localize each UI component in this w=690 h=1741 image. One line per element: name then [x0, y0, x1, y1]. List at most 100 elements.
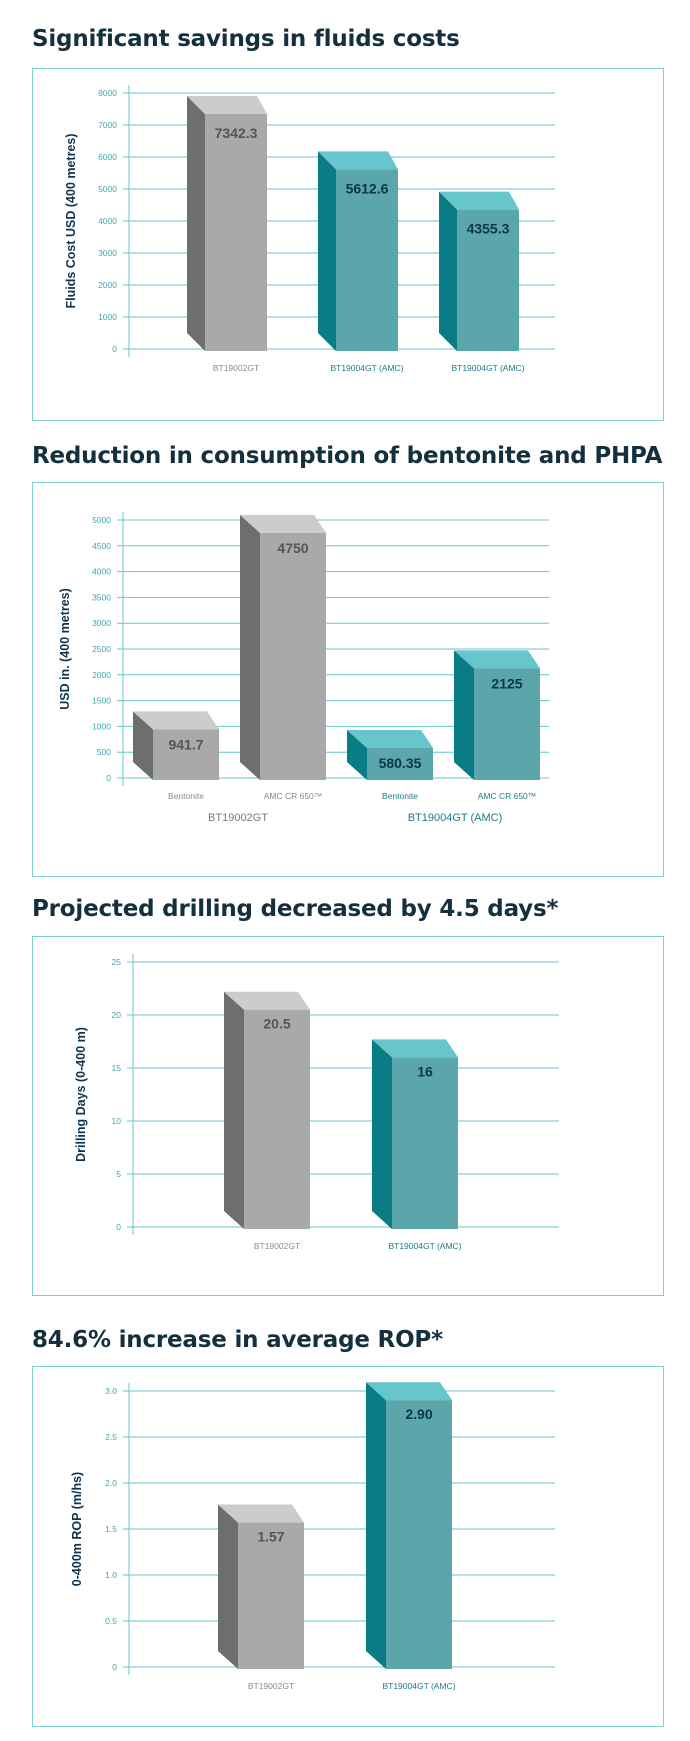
bar-top-face	[366, 1382, 452, 1401]
section-title-rop: 84.6% increase in average ROP*	[32, 1327, 443, 1353]
bar-value-label: 4355.3	[467, 221, 510, 237]
y-tick-label: 0	[106, 773, 111, 783]
rop-chart: 0 0.5 1.0 1.5 2.0 2.5 3.0 0-400m ROP (m/hs) 1.57…	[70, 1382, 555, 1691]
y-tick-label: 0	[116, 1222, 121, 1232]
bar-top-face	[240, 514, 326, 533]
x-category-label: Bentonite	[382, 791, 418, 801]
bar-top-face	[133, 711, 219, 730]
bar-front-face	[153, 729, 219, 780]
y-tick-label: 25	[112, 957, 122, 967]
x-group-label: BT19002GT	[208, 812, 268, 824]
bar-front-face	[386, 1400, 452, 1669]
bar-side-face	[366, 1382, 386, 1669]
y-tick-label: 3000	[92, 618, 111, 628]
bar-side-face	[218, 1504, 238, 1669]
y-tick-label: 2000	[98, 280, 117, 290]
bar-top-face	[454, 650, 540, 669]
chart-frame-drilling-days: 0 5 10 15 20 25 Drilling Days (0-400 m) 20.5 BT1…	[32, 936, 664, 1296]
section-title-drilling-days: Projected drilling decreased by 4.5 days…	[32, 896, 559, 922]
bar-1	[318, 151, 398, 351]
x-category-label: AMC CR 650™	[478, 791, 537, 801]
bar-front-face	[260, 532, 326, 780]
y-tick-label: 3000	[98, 248, 117, 258]
y-tick-label: 20	[112, 1010, 122, 1020]
y-tick-label: 1000	[92, 721, 111, 731]
y-tick-label: 1500	[92, 696, 111, 706]
bar-top-face	[187, 96, 267, 115]
x-category-label: AMC CR 650™	[264, 791, 323, 801]
bar-value-label: 20.5	[263, 1016, 290, 1032]
y-axis-title: Drilling Days (0-400 m)	[74, 1027, 88, 1162]
y-tick-label: 4500	[92, 541, 111, 551]
fluids-cost-chart: 0 1000 2000 3000 4000 5000 6000 7000 8000 Fluids …	[64, 85, 555, 373]
y-tick-label: 7000	[98, 120, 117, 130]
bar-3	[454, 650, 540, 780]
y-tick-label: 500	[97, 747, 111, 757]
bar-side-face	[240, 514, 260, 780]
bar-side-face	[318, 151, 336, 351]
bar-top-face	[372, 1039, 458, 1058]
x-category-label: BT19004GT (AMC)	[451, 363, 524, 373]
bar-top-face	[439, 191, 519, 210]
y-axis-title: 0-400m ROP (m/hs)	[70, 1472, 84, 1586]
bar-top-face	[347, 730, 433, 749]
y-tick-label: 3500	[92, 592, 111, 602]
bar-side-face	[454, 650, 474, 780]
bar-0	[218, 1504, 304, 1669]
y-tick-label: 2500	[92, 644, 111, 654]
section-title-fluids-cost: Significant savings in fluids costs	[32, 26, 460, 52]
bar-front-face	[457, 209, 519, 351]
x-category-label: Bentonite	[168, 791, 204, 801]
y-tick-label: 0.5	[105, 1616, 117, 1626]
bar-side-face	[224, 991, 244, 1229]
bar-1	[366, 1382, 452, 1669]
bar-side-face	[133, 711, 153, 780]
chart-frame-bentonite-phpa: 0 500 1000 1500 2000 2500 3000 3500 4000 4500 5000…	[32, 482, 664, 877]
y-tick-label: 4000	[92, 567, 111, 577]
bar-value-label: 5612.6	[346, 180, 389, 196]
x-group-label: BT19004GT (AMC)	[408, 812, 503, 824]
y-tick-label: 8000	[98, 88, 117, 98]
bar-top-face	[224, 991, 310, 1010]
bar-value-label: 4750	[277, 540, 308, 556]
y-tick-label: 4000	[98, 216, 117, 226]
bar-front-face	[336, 169, 398, 351]
y-tick-label: 3.0	[105, 1386, 117, 1396]
bar-front-face	[244, 1009, 310, 1229]
bar-value-label: 2125	[491, 675, 522, 691]
y-axis-title: Fluids Cost USD (400 metres)	[64, 133, 78, 308]
bar-2	[347, 730, 433, 780]
y-tick-label: 6000	[98, 152, 117, 162]
y-tick-label: 2.0	[105, 1478, 117, 1488]
y-tick-label: 15	[112, 1063, 122, 1073]
bar-value-label: 7342.3	[215, 125, 258, 141]
y-tick-label: 0	[112, 344, 117, 354]
y-tick-label: 5000	[98, 184, 117, 194]
bar-top-face	[318, 151, 398, 170]
chart-frame-rop: 0 0.5 1.0 1.5 2.0 2.5 3.0 0-400m ROP (m/hs) 1.57…	[32, 1366, 664, 1727]
drilling-days-chart: 0 5 10 15 20 25 Drilling Days (0-400 m) 20.5 BT1…	[74, 954, 559, 1251]
x-category-label: BT19002GT	[254, 1241, 300, 1251]
bar-side-face	[187, 96, 205, 351]
bar-value-label: 16	[417, 1063, 433, 1079]
y-tick-label: 1.0	[105, 1570, 117, 1580]
bar-value-label: 580.35	[379, 755, 422, 771]
bar-front-face	[474, 668, 540, 780]
bar-value-label: 2.90	[405, 1406, 432, 1422]
bar-value-label: 941.7	[168, 736, 203, 752]
section-title-bentonite-phpa: Reduction in consumption of bentonite an…	[32, 443, 663, 469]
bar-value-label: 1.57	[257, 1529, 284, 1545]
bar-front-face	[205, 114, 267, 351]
y-tick-label: 2000	[92, 670, 111, 680]
y-tick-label: 0	[112, 1662, 117, 1672]
bentonite-phpa-chart: 0 500 1000 1500 2000 2500 3000 3500 4000 4500 5000…	[58, 512, 549, 824]
bar-0	[187, 96, 267, 351]
bar-1	[240, 514, 326, 780]
bar-2	[439, 191, 519, 351]
bar-side-face	[347, 730, 367, 780]
bar-front-face	[392, 1057, 458, 1229]
y-tick-label: 1000	[98, 312, 117, 322]
bar-side-face	[439, 191, 457, 351]
bar-0	[224, 991, 310, 1229]
bar-side-face	[372, 1039, 392, 1229]
